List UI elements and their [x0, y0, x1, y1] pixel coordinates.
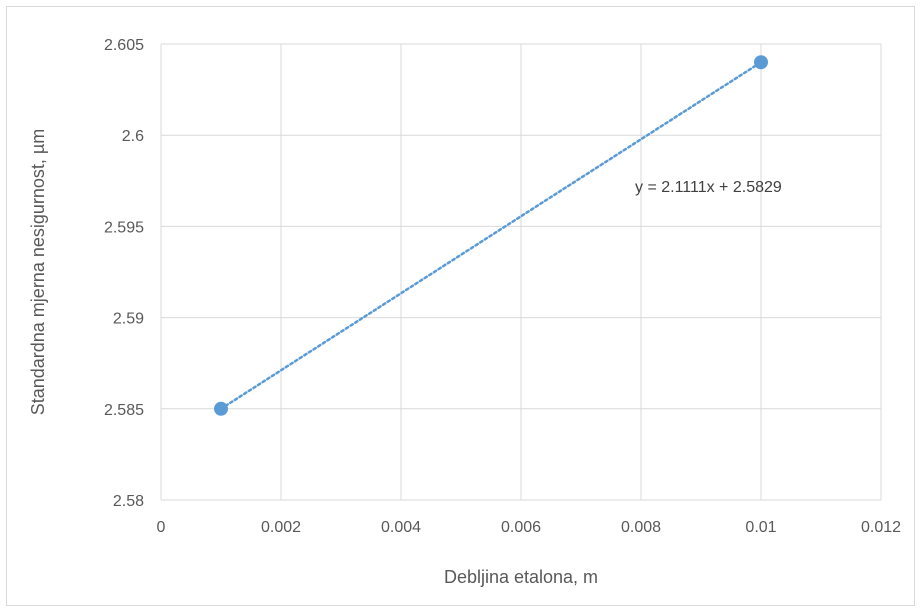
x-tick-label: 0.006	[501, 519, 541, 536]
x-axis-tick-labels: 0 0.002 0.004 0.006 0.008 0.01 0.012	[157, 519, 902, 536]
x-axis-title: Debljina etalona, m	[444, 567, 598, 587]
x-tick-label: 0	[157, 519, 166, 536]
chart-area	[6, 6, 915, 606]
trendline	[219, 60, 763, 411]
x-tick-label: 0.012	[861, 519, 901, 536]
x-tick-label: 0.008	[621, 519, 661, 536]
data-point	[214, 401, 228, 416]
gridlines	[160, 43, 882, 501]
y-axis-title: Standardna mjerna nesigurnost, µm	[28, 129, 48, 416]
y-axis-tick-labels: 2.58 2.585 2.59 2.595 2.6 2.605	[104, 37, 144, 510]
x-tick-label: 0.01	[745, 519, 776, 536]
trendline-equation: y = 2.1111x + 2.5829	[635, 179, 782, 196]
y-tick-label: 2.59	[113, 311, 144, 328]
y-tick-label: 2.595	[104, 219, 144, 236]
y-tick-label: 2.585	[104, 402, 144, 419]
x-tick-label: 0.002	[261, 519, 301, 536]
data-point	[754, 55, 768, 70]
y-tick-label: 2.58	[113, 493, 144, 510]
y-tick-label: 2.6	[122, 128, 144, 145]
trendline-path	[219, 60, 763, 411]
x-tick-label: 0.004	[381, 519, 421, 536]
y-tick-label: 2.605	[104, 37, 144, 54]
data-points	[214, 55, 768, 416]
